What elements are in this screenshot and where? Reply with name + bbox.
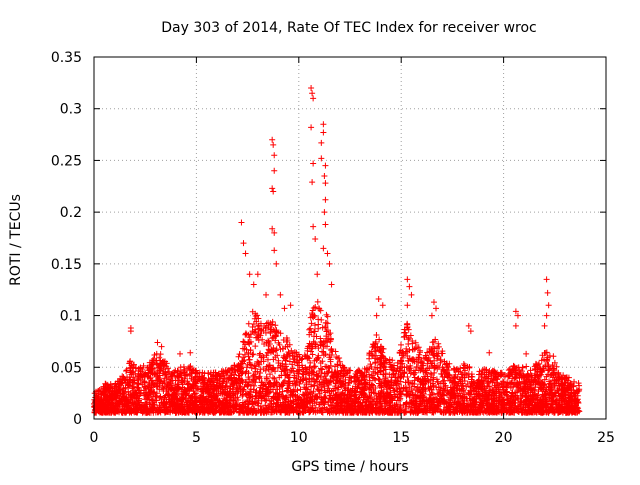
- data-point: [307, 326, 313, 332]
- data-point: [246, 321, 252, 327]
- data-point: [528, 367, 534, 373]
- data-point: [435, 379, 441, 385]
- data-point: [257, 370, 263, 376]
- data-point: [441, 378, 447, 384]
- data-point: [398, 342, 404, 348]
- data-point: [409, 341, 415, 347]
- data-point: [243, 330, 249, 336]
- data-point: [523, 363, 529, 369]
- data-point: [252, 343, 258, 349]
- chart-title: Day 303 of 2014, Rate Of TEC Index for r…: [161, 20, 537, 36]
- data-point: [280, 389, 286, 395]
- data-point: [404, 374, 410, 380]
- data-point: [550, 353, 556, 359]
- data-point: [323, 320, 329, 326]
- data-point: [328, 347, 334, 353]
- grid: [94, 57, 606, 419]
- x-axis-label: GPS time / hours: [291, 459, 408, 475]
- data-point: [373, 332, 379, 338]
- data-point: [373, 353, 379, 359]
- y-axis-label: ROTI / TECUs: [8, 194, 24, 286]
- data-point: [469, 374, 475, 380]
- data-points: [91, 85, 582, 416]
- data-point: [430, 352, 436, 358]
